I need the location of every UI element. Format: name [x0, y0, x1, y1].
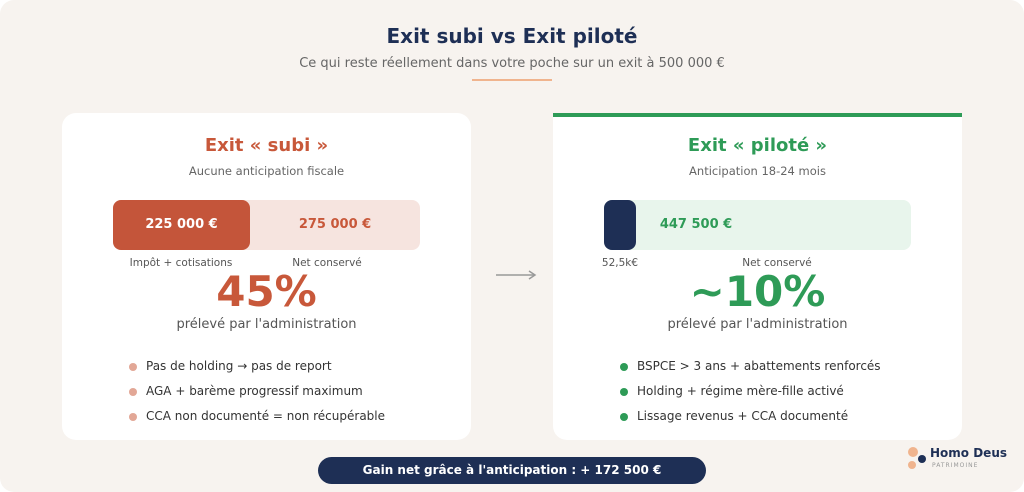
- card-title: Exit « piloté »: [687, 135, 828, 156]
- bar-segment: [604, 200, 636, 250]
- bullet-dot: [129, 413, 137, 421]
- caption: prélevé par l'administration: [176, 317, 357, 332]
- segment-label: Impôt + cotisations: [129, 257, 233, 269]
- bullet-dot: [129, 363, 137, 371]
- segment-label: Net conservé: [742, 257, 812, 269]
- bar-segment: 225 000 €: [113, 200, 250, 250]
- card-subtitle: Aucune anticipation fiscale: [188, 164, 345, 178]
- logo-icon: [908, 447, 926, 469]
- bullet: CCA non documenté = non récupérable: [146, 409, 386, 423]
- caption: prélevé par l'administration: [667, 317, 848, 332]
- bullet: Lissage revenus + CCA documenté: [637, 409, 849, 423]
- title: Exit subi vs Exit piloté: [386, 24, 638, 48]
- headline: ~10%: [689, 267, 826, 316]
- logo-name: Homo Deus: [930, 446, 1007, 460]
- bullet: BSPCE > 3 ans + abattements renforcés: [637, 359, 881, 373]
- card-title: Exit « subi »: [204, 135, 329, 156]
- bullet: Pas de holding → pas de report: [146, 359, 332, 373]
- logo-tagline: PATRIMOINE: [932, 462, 979, 469]
- arrow: [496, 270, 537, 280]
- card-pilote: Exit « piloté » Anticipation 18-24 mois …: [553, 113, 962, 440]
- bullet-dot: [620, 363, 628, 371]
- underline: [472, 79, 552, 81]
- bullet: AGA + barème progressif maximum: [146, 384, 363, 398]
- segment-label: Net conservé: [292, 257, 362, 269]
- bar-segment: 275 000 €: [298, 217, 372, 232]
- bullet-dot: [620, 413, 628, 421]
- segment-label: 52,5k€: [601, 257, 639, 269]
- card-subi: Exit « subi » Aucune anticipation fiscal…: [62, 113, 471, 440]
- bar-segment: 447 500 €: [659, 217, 733, 232]
- bullet-dot: [129, 388, 137, 396]
- bar: 225 000 € 275 000 €: [113, 200, 420, 250]
- headline: 45%: [216, 267, 317, 316]
- subtitle: Ce qui reste réellement dans votre poche…: [299, 56, 725, 71]
- bullet-dot: [620, 388, 628, 396]
- bullet: Holding + régime mère-fille activé: [637, 384, 844, 398]
- banner: Gain net grâce à l'anticipation : + 172 …: [318, 457, 706, 484]
- bar: 447 500 €: [604, 200, 911, 250]
- card-subtitle: Anticipation 18-24 mois: [689, 164, 826, 178]
